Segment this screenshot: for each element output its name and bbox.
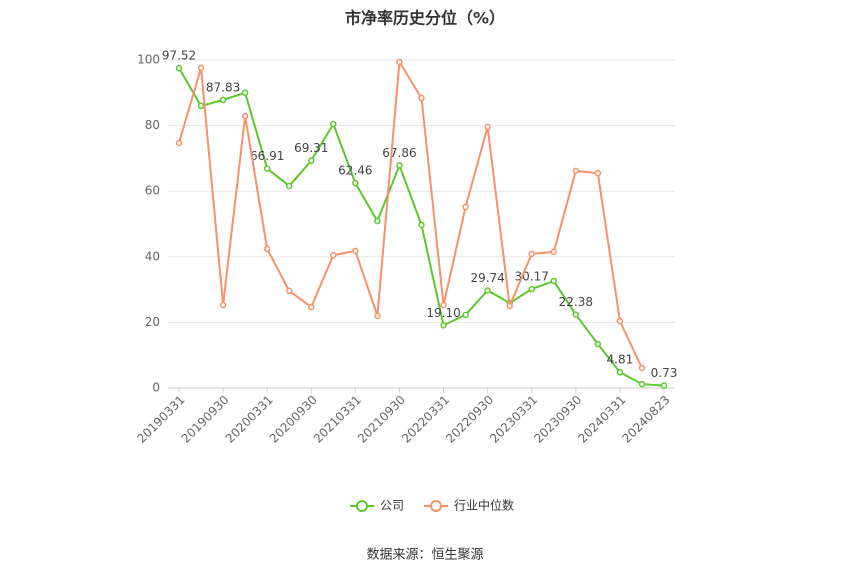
data-point <box>308 303 315 311</box>
data-label: 66.91 <box>250 149 284 163</box>
data-label: 19.10 <box>426 306 460 320</box>
y-tick-label: 40 <box>145 249 160 263</box>
data-point <box>330 120 337 128</box>
data-label: 29.74 <box>470 271 504 285</box>
data-point <box>528 250 535 258</box>
data-point <box>572 167 580 175</box>
y-tick-label: 20 <box>145 315 160 329</box>
data-label: 97.52 <box>162 49 196 63</box>
data-label: 87.83 <box>206 80 240 94</box>
data-label: 4.81 <box>607 353 634 367</box>
data-point <box>462 311 469 319</box>
y-tick-label: 100 <box>137 53 160 67</box>
legend-marker <box>430 500 443 512</box>
data-label: 62.46 <box>338 164 372 178</box>
data-point <box>241 89 249 97</box>
legend-marker <box>356 500 368 512</box>
legend-label: 公司 <box>380 499 404 513</box>
data-point <box>308 157 315 164</box>
series-line <box>178 58 643 369</box>
data-point <box>660 382 668 389</box>
data-point <box>550 277 558 285</box>
data-point <box>197 102 205 110</box>
data-point <box>572 311 580 318</box>
data-label: 0.73 <box>651 366 678 380</box>
data-point <box>462 203 469 211</box>
data-point <box>418 221 425 229</box>
data-point <box>330 251 337 259</box>
data-point <box>241 112 249 120</box>
data-point <box>484 123 491 131</box>
chart-title: 市净率历史分位（%） <box>345 9 505 28</box>
data-point <box>396 162 403 169</box>
data-point <box>197 64 205 72</box>
data-point <box>638 380 646 388</box>
data-point <box>175 139 183 147</box>
data-point <box>352 179 359 187</box>
data-point <box>263 245 271 253</box>
data-point <box>616 317 624 325</box>
source-note: 数据来源：恒生聚源 <box>366 548 483 563</box>
data-point <box>484 287 491 294</box>
data-point <box>285 287 293 295</box>
data-point <box>506 302 513 310</box>
data-point <box>263 165 271 172</box>
data-point <box>219 96 227 104</box>
data-point <box>550 248 558 256</box>
data-point <box>285 182 293 190</box>
data-point <box>528 285 535 293</box>
data-point <box>440 322 447 329</box>
data-point <box>374 217 381 225</box>
data-point <box>638 364 646 372</box>
data-point <box>418 94 425 102</box>
y-tick-label: 80 <box>145 118 160 132</box>
data-point <box>175 64 183 72</box>
data-label: 69.31 <box>294 141 328 155</box>
data-point <box>352 247 359 255</box>
data-point <box>396 58 403 66</box>
data-point <box>616 368 624 376</box>
data-point <box>594 340 602 348</box>
data-point <box>440 301 447 309</box>
data-point <box>219 301 227 309</box>
y-tick-label: 0 <box>152 381 160 395</box>
data-point <box>374 312 381 320</box>
y-tick-label: 60 <box>145 184 160 198</box>
data-label: 67.86 <box>382 146 416 160</box>
data-point <box>594 169 602 177</box>
legend-label: 行业中位数 <box>454 498 514 513</box>
data-label: 22.38 <box>559 295 593 309</box>
x-tick-label: 20240823 <box>620 393 673 446</box>
